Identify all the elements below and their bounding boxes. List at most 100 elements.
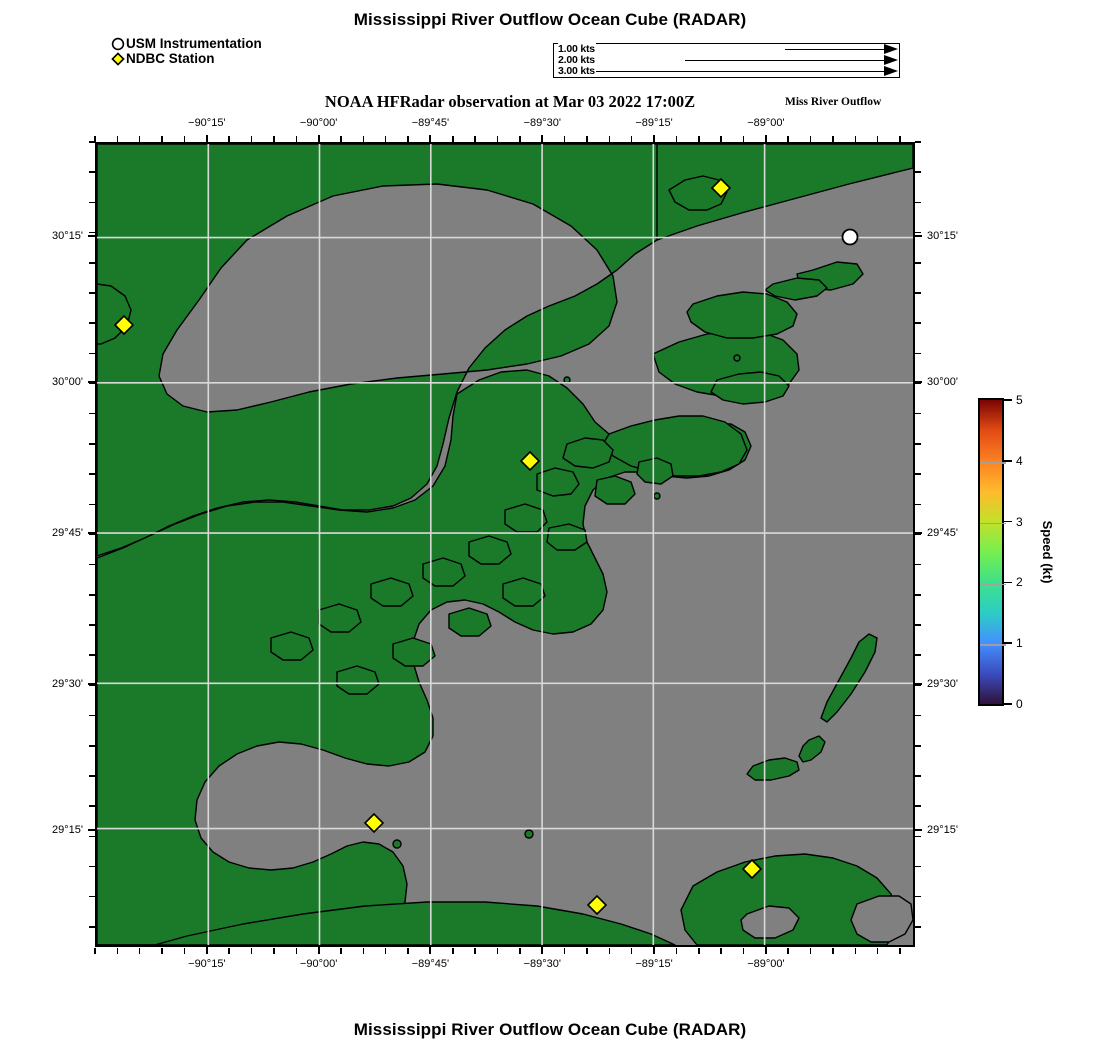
map-geometry — [97, 144, 913, 945]
x-axis-label: −89°30' — [523, 117, 561, 129]
y-axis-minor-tick — [915, 412, 921, 415]
velocity-scale-label-3: 3.00 kts — [558, 65, 596, 77]
circle-marker-icon — [110, 36, 126, 51]
colorbar-tick — [1004, 642, 1012, 644]
y-axis-label: 29°15' — [927, 824, 958, 837]
colorbar-inner-tick — [980, 462, 1006, 464]
y-axis-major-tick — [915, 235, 922, 238]
y-axis-minor-tick — [89, 775, 95, 777]
velocity-arrow-head-3 — [884, 66, 898, 76]
x-axis-major-tick — [205, 947, 208, 954]
land-islet-12 — [502, 577, 546, 607]
x-axis-minor-tick — [876, 948, 879, 954]
diamond-marker-icon-grand-isle — [363, 812, 385, 834]
colorbar-inner-tick — [980, 583, 1006, 586]
y-axis-minor-tick — [89, 443, 95, 445]
velocity-scale-row-3: 3.00 kts — [554, 65, 899, 77]
x-axis-minor-tick — [630, 948, 633, 954]
x-axis-minor-tick — [742, 136, 745, 142]
y-axis-minor-tick — [89, 262, 95, 264]
station-markers — [113, 177, 859, 916]
y-axis-major-tick — [88, 235, 95, 238]
x-axis-minor-tick — [384, 948, 387, 954]
land-mississippi-coast — [656, 144, 913, 241]
colorbar-tick-label: 4 — [1016, 453, 1023, 468]
y-axis-minor-tick — [915, 654, 921, 656]
y-axis-minor-tick — [915, 926, 921, 928]
y-axis-minor-tick — [915, 443, 921, 445]
y-axis-minor-tick — [89, 563, 95, 566]
y-axis-minor-tick — [915, 382, 921, 385]
y-axis-minor-tick — [915, 865, 921, 868]
y-axis-minor-tick — [915, 352, 921, 355]
velocity-scale-label-1: 1.00 kts — [558, 43, 596, 55]
land-islet-13 — [448, 607, 492, 637]
y-axis-minor-tick — [915, 805, 921, 807]
x-axis-minor-tick — [675, 948, 678, 954]
page-footer-title: Mississippi River Outflow Ocean Cube (RA… — [353, 1020, 747, 1039]
land-speck-5 — [392, 839, 402, 849]
x-axis-minor-tick — [563, 136, 566, 142]
y-axis-minor-tick — [89, 141, 95, 143]
x-axis-minor-tick — [742, 948, 745, 954]
x-axis-minor-tick — [138, 136, 141, 142]
x-axis-minor-tick — [608, 948, 611, 954]
x-axis-major-tick — [541, 947, 544, 954]
y-axis-label: 29°45' — [927, 526, 958, 539]
land-delta-lobe-4 — [710, 371, 790, 405]
x-axis-minor-tick — [183, 948, 186, 954]
x-axis-minor-tick — [362, 136, 365, 142]
x-axis-minor-tick — [116, 948, 119, 954]
y-axis-minor-tick — [89, 865, 95, 868]
marker-legend: USM Instrumentation NDBC Station — [110, 36, 262, 66]
x-axis-minor-tick — [94, 136, 96, 142]
y-axis-minor-tick — [89, 895, 95, 898]
x-axis-label: −89°45' — [411, 958, 450, 970]
land-islet-11 — [270, 631, 314, 661]
y-axis-minor-tick — [89, 926, 95, 928]
x-axis-minor-tick — [94, 948, 96, 954]
x-axis-label: −90°00' — [299, 958, 338, 970]
y-axis-minor-tick — [89, 171, 95, 173]
legend-label-usm-instrumentation: USM Instrumentation — [126, 36, 262, 51]
colorbar-tick — [1004, 520, 1012, 523]
x-axis-minor-tick — [608, 136, 611, 142]
colorbar-tick — [1004, 460, 1012, 462]
colorbar-axis-title: Speed (kt) — [1040, 520, 1055, 584]
land-islet-8 — [422, 557, 466, 587]
diamond-marker-icon-lake-borgne — [519, 450, 541, 472]
y-axis-label: 29°30' — [927, 678, 958, 690]
velocity-arrow-shaft-3 — [585, 71, 885, 72]
y-axis-minor-tick — [89, 382, 95, 385]
velocity-scale-box: 1.00 kts 2.00 kts 3.00 kts — [553, 43, 900, 78]
map-canvas[interactable] — [95, 142, 915, 947]
y-axis-minor-tick — [915, 292, 921, 294]
y-axis-major-tick — [915, 829, 922, 832]
x-axis-major-tick — [205, 135, 208, 142]
y-axis-major-tick — [88, 683, 95, 685]
x-axis-minor-tick — [832, 136, 834, 142]
y-axis-minor-tick — [915, 895, 921, 898]
land-sliver-east-2 — [764, 277, 828, 301]
page-title: Mississippi River Outflow Ocean Cube (RA… — [353, 10, 747, 29]
y-axis-minor-tick — [89, 745, 95, 747]
y-axis-minor-tick — [89, 714, 95, 717]
y-axis-minor-tick — [89, 503, 95, 505]
y-axis-major-tick — [915, 380, 922, 383]
land-delta-lobe-1 — [602, 415, 748, 477]
x-axis-label: −90°15' — [188, 117, 226, 129]
y-axis-label: 30°15' — [927, 230, 958, 243]
y-axis-minor-tick — [915, 594, 921, 596]
x-axis-minor-tick — [295, 948, 297, 954]
colorbar-tick-label: 1 — [1016, 636, 1023, 651]
land-chandeleur-mid — [798, 735, 826, 763]
y-axis-label: 29°15' — [52, 824, 83, 837]
y-axis-label: 29°45' — [52, 526, 83, 539]
y-axis-minor-tick — [915, 262, 921, 264]
x-axis-minor-tick — [563, 948, 566, 954]
x-axis-minor-tick — [630, 136, 633, 142]
land-speck-4 — [524, 829, 534, 839]
x-axis-minor-tick — [474, 136, 476, 142]
y-axis-ticks-right — [915, 141, 922, 947]
legend-item-usm-instrumentation: USM Instrumentation — [110, 36, 262, 51]
